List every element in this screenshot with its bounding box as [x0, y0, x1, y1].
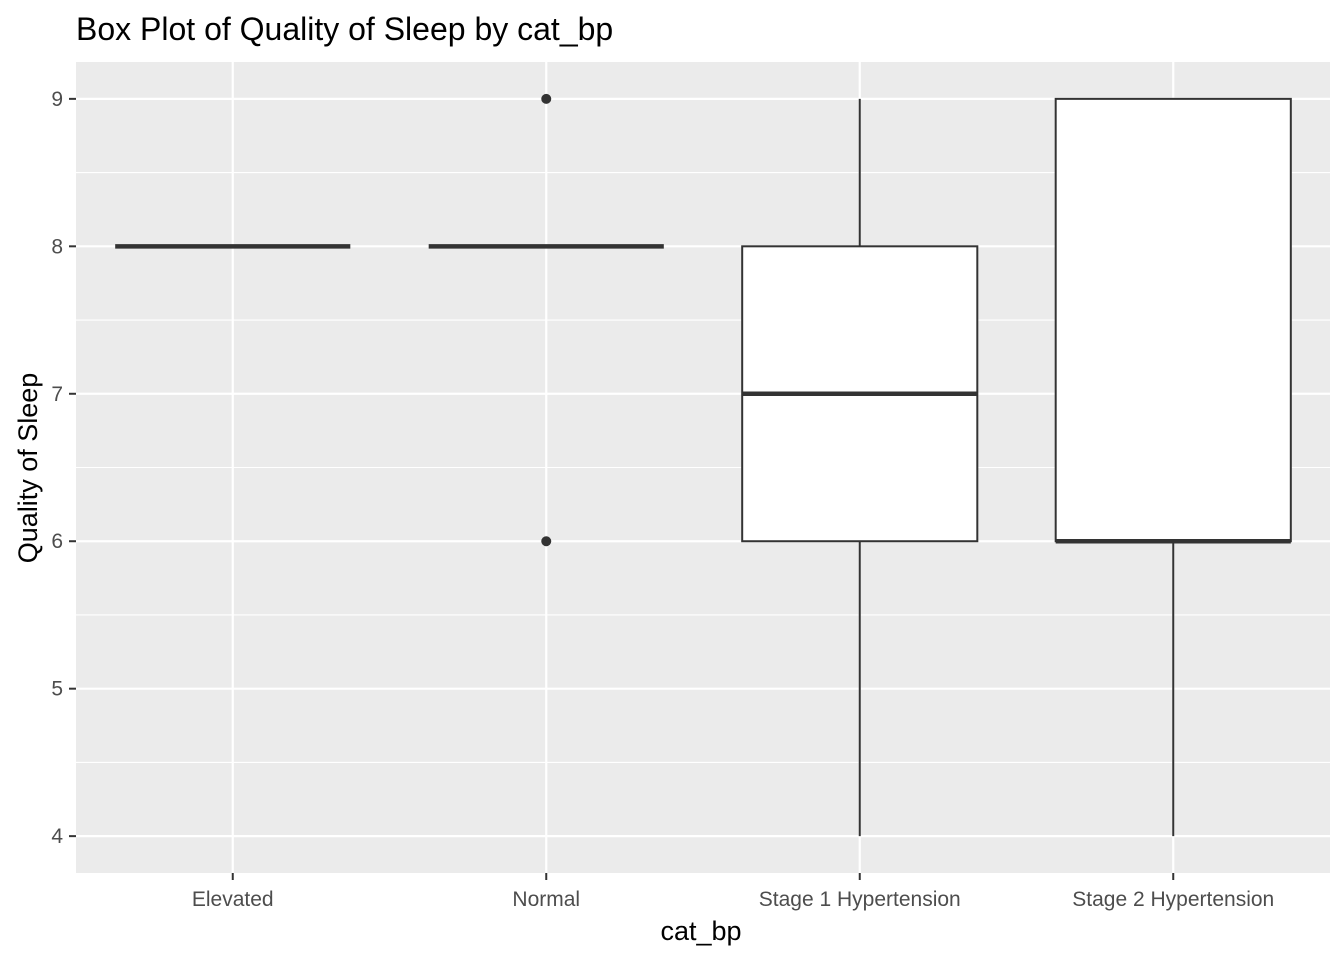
x-tick-label: Stage 1 Hypertension [759, 888, 961, 911]
y-tick-label: 8 [51, 235, 63, 258]
x-tick-label: Elevated [192, 888, 274, 911]
y-tick-label: 9 [51, 88, 63, 111]
x-axis-title: cat_bp [660, 916, 741, 946]
box-stage-2-hypertension [1054, 97, 1292, 837]
outlier-point [541, 93, 552, 104]
x-tick-label: Normal [512, 888, 580, 911]
chart-title: Box Plot of Quality of Sleep by cat_bp [76, 11, 613, 47]
outlier-point [541, 536, 552, 547]
y-tick-label: 5 [51, 678, 63, 701]
box-body [1054, 97, 1292, 543]
y-axis-title: Quality of Sleep [13, 373, 43, 564]
boxes [115, 93, 1292, 837]
y-axis: 4 5 6 7 8 9 [51, 88, 76, 848]
box-stage-1-hypertension [741, 98, 979, 837]
x-axis: Elevated Normal Stage 1 Hypertension Stage … [192, 873, 1274, 911]
y-tick-label: 4 [51, 825, 63, 848]
x-tick-label: Stage 2 Hypertension [1072, 888, 1274, 911]
box-normal [428, 93, 664, 547]
y-tick-label: 7 [51, 383, 63, 406]
y-tick-label: 6 [51, 530, 63, 553]
